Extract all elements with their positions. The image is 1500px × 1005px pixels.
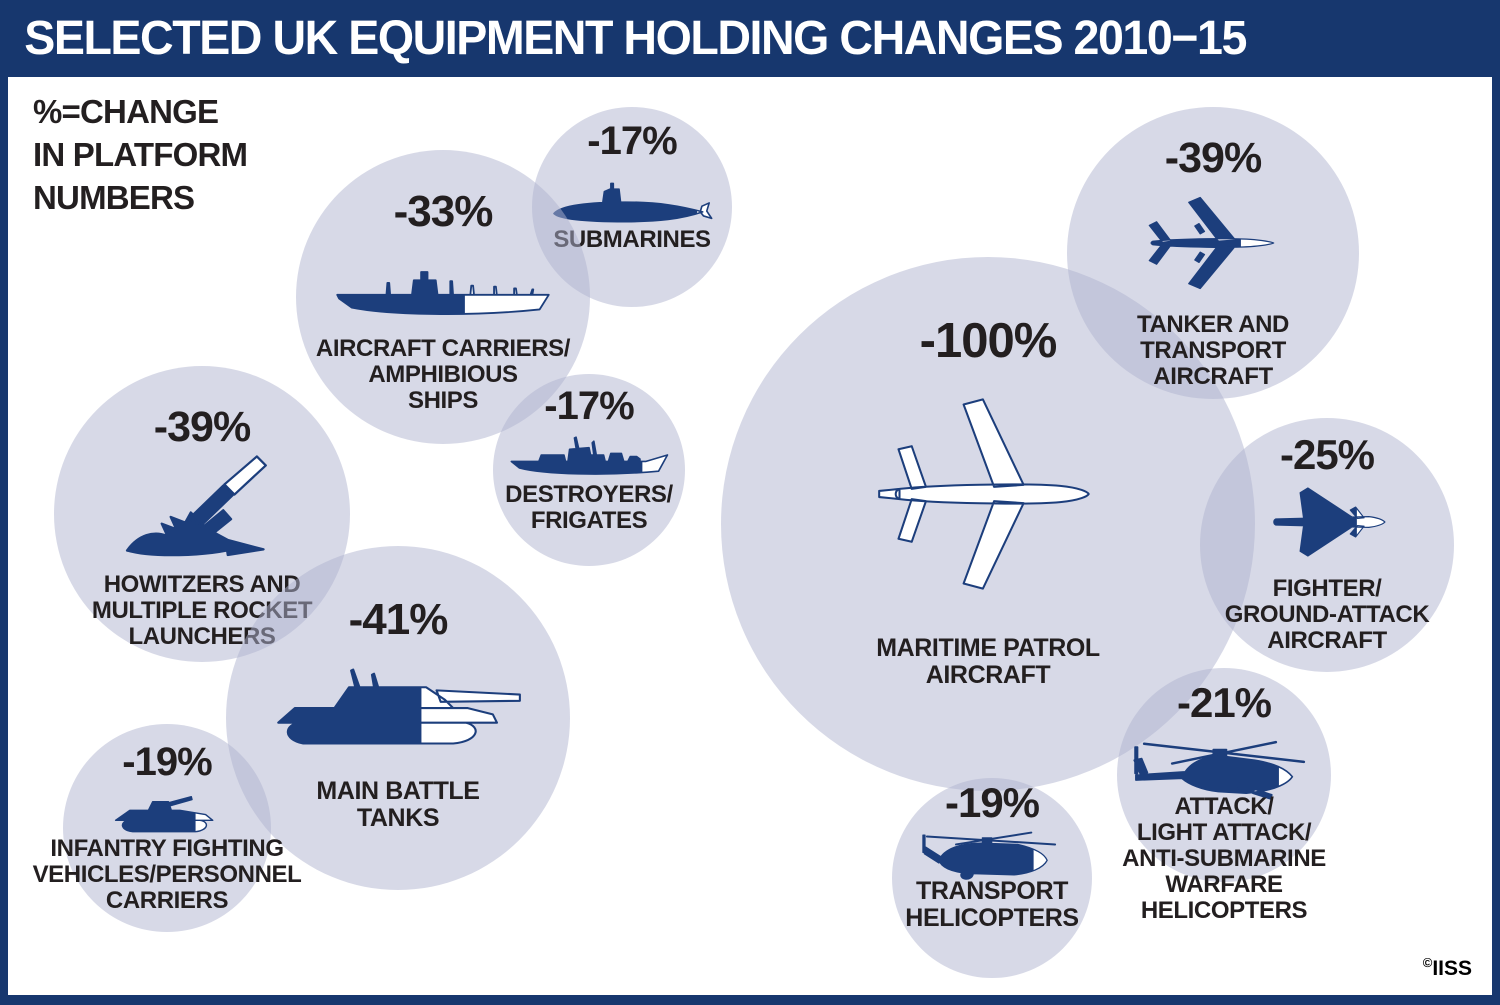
bubble-label: INFANTRY FIGHTING VEHICLES/PERSONNEL CARRI… — [33, 836, 302, 914]
bubble-label-line: FIGHTER/ — [1272, 575, 1382, 602]
bubble-label-line: ANTI-SUBMARINE — [1122, 844, 1326, 872]
copyright: ©IISS — [1423, 955, 1472, 981]
tanker-aircraft-icon — [1142, 187, 1284, 299]
bubble-ifv: -19% INFANTRY FIGHTING VEHICLES/PERSONNEL C… — [33, 724, 302, 932]
bubble-label: MAIN BATTLE TANKS — [316, 777, 480, 832]
bubble-label: FIGHTER/GROUND-ATTACK AIRCRAFT — [1225, 576, 1430, 654]
bubble-label-line: AIRCRAFT — [925, 661, 1051, 689]
bubble-label-line: GROUND-ATTACK — [1224, 600, 1430, 628]
bubble-label-line: INFANTRY FIGHTING — [50, 835, 284, 862]
pct-change-value: -17% — [587, 119, 677, 163]
bubble-mbt: -41% MAIN BATTLE TANKS — [226, 546, 570, 890]
bubble-label-line: TRANSPORT — [1140, 336, 1286, 364]
aircraft-carrier-icon — [324, 262, 562, 324]
maritime-patrol-aircraft-icon — [869, 385, 1107, 603]
destroyer-icon — [507, 430, 672, 480]
bubble-label-line: HELICOPTERS — [905, 904, 1079, 932]
bubble-label-line: HELICOPTERS — [1140, 896, 1308, 924]
pct-change-value: -100% — [919, 314, 1058, 368]
bubble-label-line: AIRCRAFT — [1267, 626, 1387, 654]
pct-change-value: -21% — [1176, 679, 1272, 726]
bubble-label: MARITIME PATROL AIRCRAFT — [876, 635, 1100, 689]
attack-helicopter-icon — [1126, 724, 1322, 822]
chart-area: %=CHANGE IN PLATFORM NUMBERS -17% SUBMARI… — [8, 77, 1492, 995]
pct-change-value: -39% — [1164, 134, 1262, 182]
bubble-label: AIRCRAFT CARRIERS/AMPHIBIOUS SHIPS — [315, 335, 571, 414]
tank-icon — [264, 656, 532, 756]
bubble-label-line: LIGHT ATTACK/ — [1136, 818, 1312, 846]
bubble-label-line: WARFARE — [1165, 870, 1283, 898]
bubble-label-line: AMPHIBIOUS — [368, 360, 518, 388]
bubble-attack: -21% ATTACK/LIGHT ATTACK/ANTI-SUBMARINE WA… — [1117, 668, 1331, 923]
fighter-aircraft-icon — [1266, 476, 1388, 568]
bubble-label-line: DESTROYERS/ — [505, 481, 673, 508]
pct-change-value: -39% — [153, 403, 251, 451]
bubble-tanker: -39% TANKER AND TRANSPORT AIRCRAFT — [1067, 107, 1359, 399]
pct-change-value: -19% — [944, 779, 1040, 826]
bubble-destroyers: -17% DESTROYERS/FRIGATES — [493, 374, 685, 566]
legend-note: %=CHANGE IN PLATFORM NUMBERS — [33, 91, 248, 220]
howitzer-icon — [110, 452, 295, 574]
bubble-fighter: -25% FIGHTER/GROUND-ATTACK AIRCRAFT — [1200, 418, 1454, 672]
bubble-label-line: TRANSPORT — [916, 877, 1068, 905]
pct-change-value: -33% — [393, 187, 494, 236]
pct-change-value: -25% — [1279, 431, 1375, 478]
bubble-carriers: -33% AIRCRAFT CARRIERS/AMPHIBIOUS SHIPS — [296, 150, 590, 444]
bubble-label-line: AIRCRAFT CARRIERS/ — [315, 335, 571, 362]
pct-change-value: -19% — [122, 740, 212, 784]
submarine-icon — [543, 181, 721, 233]
bubble-label-line: MARITIME PATROL — [876, 634, 1100, 662]
bubble-label-line: TANKS — [356, 804, 440, 832]
bubble-label-line: MAIN BATTLE — [316, 777, 480, 805]
transport-helicopter-icon — [915, 822, 1069, 894]
pct-change-value: -17% — [544, 384, 634, 428]
copyright-symbol: © — [1422, 955, 1433, 970]
bubble-label-line: VEHICLES/PERSONNEL — [32, 860, 302, 888]
legend-line: IN PLATFORM — [33, 135, 248, 173]
bubble-label-line: CARRIERS — [105, 886, 229, 914]
page-title: SELECTED UK EQUIPMENT HOLDING CHANGES 20… — [24, 12, 1247, 65]
ifv-icon — [106, 786, 228, 836]
bubble-label: TRANSPORT HELICOPTERS — [905, 877, 1079, 932]
bubble-label-line: AIRCRAFT — [1153, 362, 1273, 390]
bubble-transheli: -19% TRANSPORT HELICOPTERS — [892, 778, 1092, 978]
bubble-label: ATTACK/LIGHT ATTACK/ANTI-SUBMARINE WARFAR… — [1122, 794, 1326, 924]
bubble-label-line: SHIPS — [407, 386, 479, 414]
bubble-label: DESTROYERS/FRIGATES — [505, 482, 673, 534]
bubble-label-line: ATTACK/ — [1174, 793, 1274, 820]
bubble-label-line: FRIGATES — [530, 506, 648, 534]
legend-line: %=CHANGE — [33, 93, 219, 130]
bubble-label-line: TANKER AND — [1137, 311, 1289, 338]
pct-change-value: -41% — [348, 595, 449, 644]
title-bar: SELECTED UK EQUIPMENT HOLDING CHANGES 20… — [0, 0, 1500, 77]
bubble-label: TANKER AND TRANSPORT AIRCRAFT — [1137, 312, 1289, 390]
legend-line: NUMBERS — [33, 178, 195, 216]
copyright-text: IISS — [1432, 957, 1472, 980]
bubble-label-line: HOWITZERS AND — [103, 571, 301, 598]
